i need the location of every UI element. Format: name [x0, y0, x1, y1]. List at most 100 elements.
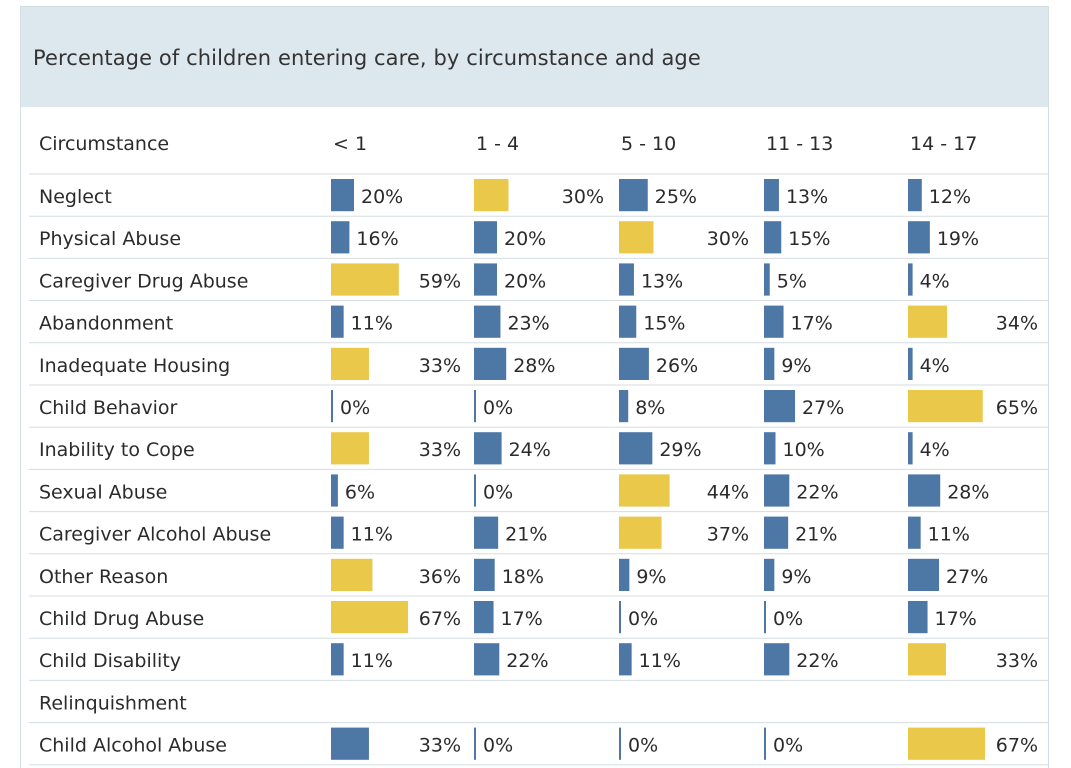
data-label: 22% [796, 650, 838, 672]
bar [474, 221, 497, 254]
bar [474, 558, 495, 591]
bar [764, 516, 789, 549]
row-labels: Neglect Physical Abuse Caregiver Drug Abus… [39, 186, 271, 757]
data-label: 30% [707, 228, 749, 250]
data-label: 25% [655, 186, 697, 208]
data-label: 21% [795, 524, 837, 546]
row-label: Inadequate Housing [39, 355, 230, 377]
bar [474, 347, 507, 380]
data-label: 11% [351, 650, 393, 672]
bar [764, 263, 770, 296]
bar [619, 221, 654, 254]
row-label: Physical Abuse [39, 228, 181, 250]
data-label: 17% [501, 608, 543, 630]
bar [908, 179, 922, 212]
bar [331, 601, 409, 634]
data-label: 18% [502, 566, 544, 588]
data-label: 4% [920, 355, 950, 377]
bar [764, 305, 784, 338]
bar [619, 179, 648, 212]
row-label: Abandonment [39, 313, 173, 335]
row-label: Caregiver Drug Abuse [39, 270, 248, 292]
data-label: 28% [513, 355, 555, 377]
data-label: 0% [483, 481, 513, 503]
data-label: 23% [507, 313, 549, 335]
bar [619, 263, 634, 296]
data-label: 11% [351, 313, 393, 335]
data-label: 22% [796, 481, 838, 503]
data-label: 33% [419, 439, 461, 461]
data-label: 19% [937, 228, 979, 250]
bar [908, 432, 913, 465]
row-label: Child Behavior [39, 397, 178, 419]
bar [764, 558, 775, 591]
data-label: 27% [802, 397, 844, 419]
data-label: 0% [773, 735, 803, 757]
bar [619, 601, 621, 634]
data-label: 67% [419, 608, 461, 630]
bar [331, 432, 369, 465]
data-label: 15% [643, 313, 685, 335]
bar [764, 221, 782, 254]
bar [331, 643, 344, 676]
column-header: < 1 [333, 133, 367, 155]
data-label: 33% [419, 355, 461, 377]
bars [331, 179, 986, 760]
data-label: 0% [773, 608, 803, 630]
row-label: Child Alcohol Abuse [39, 735, 227, 757]
bar [619, 643, 632, 676]
data-label: 9% [781, 355, 811, 377]
bar [331, 263, 399, 296]
bar [331, 727, 369, 760]
row-label: Child Drug Abuse [39, 608, 204, 630]
bar [331, 474, 338, 507]
bar [764, 179, 779, 212]
bar [331, 390, 333, 423]
data-label: 20% [361, 186, 403, 208]
bar [619, 727, 621, 760]
data-label: 29% [659, 439, 701, 461]
bar [474, 643, 500, 676]
bar [619, 558, 630, 591]
data-label: 0% [628, 735, 658, 757]
bar [908, 516, 921, 549]
data-label: 9% [636, 566, 666, 588]
data-label: 20% [504, 228, 546, 250]
bar [331, 305, 344, 338]
bar [619, 347, 649, 380]
bar [474, 179, 509, 212]
data-label: 0% [483, 397, 513, 419]
data-label: 5% [777, 270, 807, 292]
data-label: 33% [996, 650, 1038, 672]
data-label: 17% [935, 608, 977, 630]
bar [474, 727, 476, 760]
row-label: Relinquishment [39, 692, 187, 714]
bar [908, 305, 948, 338]
bar [619, 516, 662, 549]
bar [474, 474, 476, 507]
data-label: 13% [786, 186, 828, 208]
data-label: 11% [351, 524, 393, 546]
column-header: 11 - 13 [766, 133, 833, 155]
bar [619, 305, 637, 338]
row-label: Inability to Cope [39, 439, 195, 461]
bar [764, 390, 796, 423]
header-band [21, 7, 1048, 107]
data-label: 34% [996, 313, 1038, 335]
bar [908, 390, 983, 423]
data-label: 4% [920, 439, 950, 461]
bar [764, 601, 766, 634]
bar [331, 221, 350, 254]
bar [331, 558, 373, 591]
row-header: Circumstance [39, 133, 169, 155]
bar [764, 432, 776, 465]
chart-frame [20, 6, 1049, 768]
data-label: 6% [345, 481, 375, 503]
data-label: 0% [483, 735, 513, 757]
chart-title: Percentage of children entering care, by… [33, 46, 701, 70]
data-label: 11% [639, 650, 681, 672]
data-label: 4% [920, 270, 950, 292]
bar [908, 727, 986, 760]
data-label: 21% [505, 524, 547, 546]
data-label: 67% [996, 735, 1038, 757]
